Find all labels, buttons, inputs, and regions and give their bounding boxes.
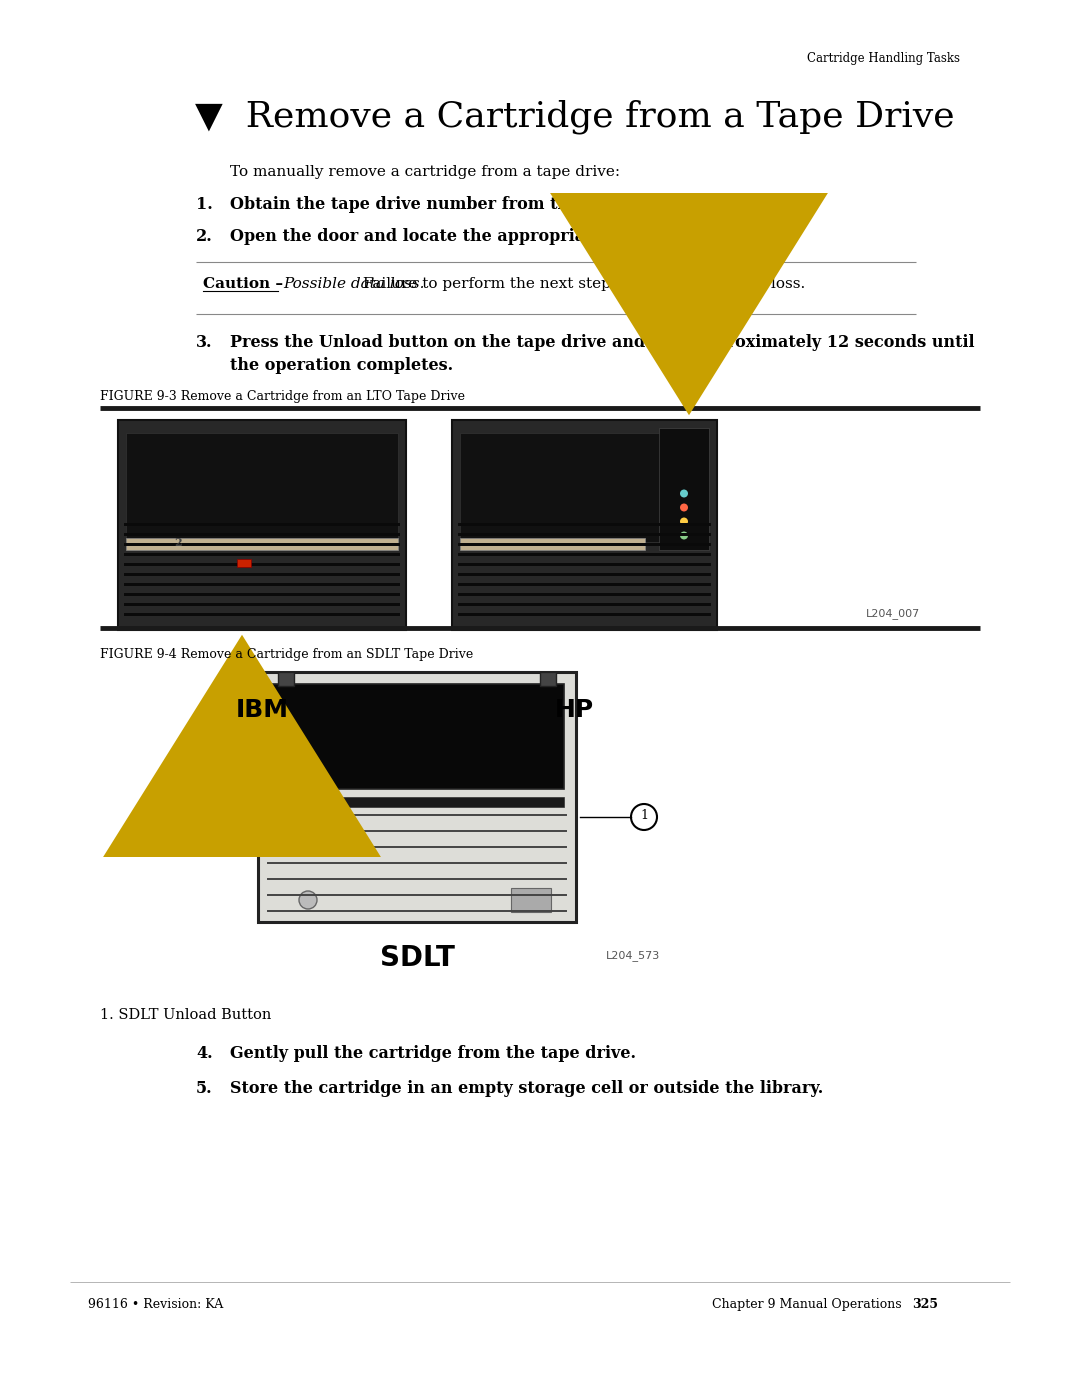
Bar [460,433,708,542]
Text: Cartridge Handling Tasks: Cartridge Handling Tasks [807,52,960,66]
Text: Chapter 9 Manual Operations: Chapter 9 Manual Operations [713,1298,910,1310]
Text: 1: 1 [640,809,648,821]
Bar [124,592,400,597]
Bar [270,685,564,789]
Bar [458,553,711,556]
Text: Gently pull the cartridge from the tape drive.: Gently pull the cartridge from the tape … [230,1045,636,1062]
Text: 3.: 3. [195,334,213,351]
Circle shape [680,517,688,525]
Bar [540,672,556,686]
Text: 5.: 5. [195,1080,213,1097]
Text: 2: 2 [174,536,181,548]
Text: 96116 • Revision: KA: 96116 • Revision: KA [87,1298,224,1310]
Bar [458,522,711,527]
Bar [511,888,551,912]
Text: HP: HP [554,698,594,722]
Circle shape [680,531,688,539]
Circle shape [299,891,318,909]
Text: 325: 325 [912,1298,939,1310]
Text: Store the cartridge in an empty storage cell or outside the library.: Store the cartridge in an empty storage … [230,1080,823,1097]
Text: IBM: IBM [235,698,288,722]
Text: Failure to perform the next step could result in data loss.: Failure to perform the next step could r… [357,277,806,291]
Text: Press the Unload button on the tape drive and wait approximately 12 seconds unti: Press the Unload button on the tape driv… [230,334,974,351]
Text: To manually remove a cartridge from a tape drive:: To manually remove a cartridge from a ta… [230,165,620,179]
Bar [460,538,645,550]
Bar [453,420,717,630]
Bar [458,604,711,606]
Text: 1. SDLT Unload Button: 1. SDLT Unload Button [100,1009,271,1023]
Bar [126,538,399,550]
Bar [124,613,400,616]
Bar [270,798,564,807]
Text: Open the door and locate the appropriate tape drive.: Open the door and locate the appropriate… [230,228,704,244]
Text: Possible data loss.: Possible data loss. [283,277,424,291]
Text: 2.: 2. [195,228,213,244]
Bar [258,672,576,922]
Bar [659,429,708,550]
Bar [124,534,400,536]
Bar [237,559,251,567]
Bar [124,573,400,576]
Bar [124,522,400,527]
Bar [124,604,400,606]
Bar [458,613,711,616]
Text: FIGURE 9-4 Remove a Cartridge from an SDLT Tape Drive: FIGURE 9-4 Remove a Cartridge from an SD… [100,648,473,661]
Text: SDLT: SDLT [379,944,455,972]
Bar [124,583,400,585]
Text: L204_007: L204_007 [866,608,920,619]
Circle shape [680,489,688,497]
Text: ▼  Remove a Cartridge from a Tape Drive: ▼ Remove a Cartridge from a Tape Drive [195,101,955,134]
Bar [118,420,406,630]
Text: Obtain the tape drive number from the server console.: Obtain the tape drive number from the se… [230,196,719,212]
Text: 4.: 4. [195,1045,213,1062]
Bar [458,543,711,546]
Bar [124,563,400,566]
Text: Caution –: Caution – [203,277,283,291]
Circle shape [680,503,688,511]
Bar [124,543,400,546]
Bar [458,583,711,585]
Bar [278,672,294,686]
Circle shape [631,805,657,830]
Bar [458,573,711,576]
Text: L204_573: L204_573 [606,950,660,961]
Text: FIGURE 9-3 Remove a Cartridge from an LTO Tape Drive: FIGURE 9-3 Remove a Cartridge from an LT… [100,390,465,402]
Bar [458,534,711,536]
Circle shape [517,891,535,909]
Bar [124,553,400,556]
Bar [458,592,711,597]
Text: the operation completes.: the operation completes. [230,358,454,374]
Bar [126,433,399,542]
Text: 1.: 1. [195,196,213,212]
Bar [458,563,711,566]
